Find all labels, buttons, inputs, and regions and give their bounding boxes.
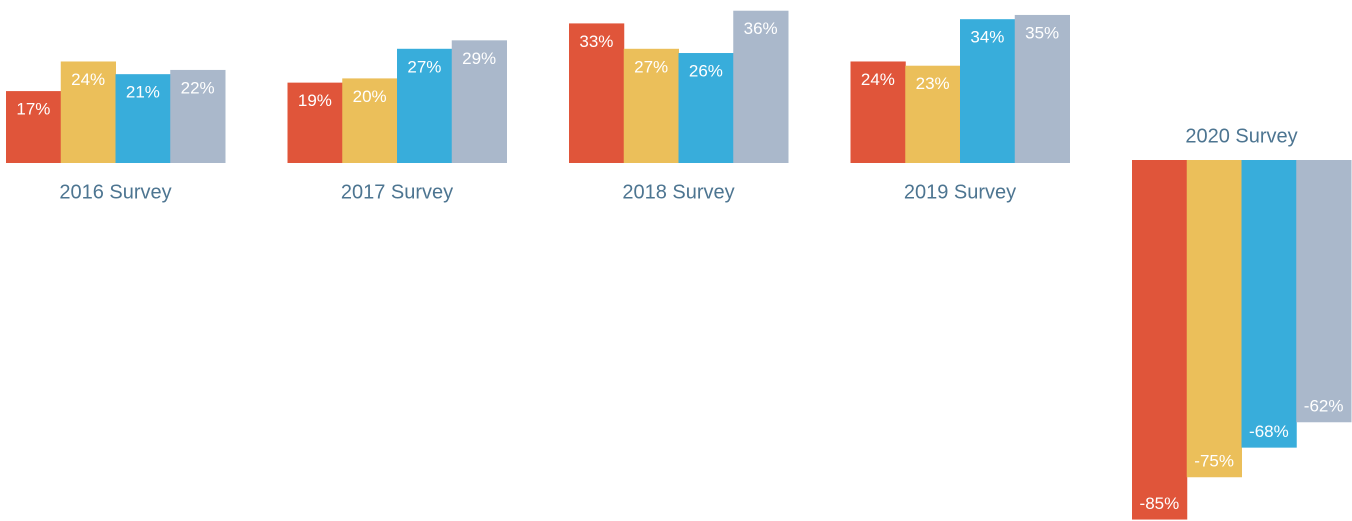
data-label: 27% [634,57,668,76]
bar [1296,160,1352,423]
bar [733,10,789,163]
bar [115,74,171,163]
category-label: 2016 Survey [59,181,171,203]
data-label: -85% [1140,494,1180,513]
category-label: 2019 Survey [904,181,1016,203]
data-label: 17% [16,100,50,119]
bar [342,78,398,163]
data-label: 36% [744,19,778,38]
data-label: 26% [689,62,723,81]
bar [1241,160,1297,448]
data-label: 19% [298,91,332,110]
bar [1132,160,1188,520]
bar [678,53,734,163]
data-label: 24% [71,70,105,89]
bar [287,82,343,163]
bar [170,69,226,163]
bar [451,40,507,163]
data-label: 24% [861,70,895,89]
data-label: 27% [407,57,441,76]
bar [569,23,625,163]
category-label: 2018 Survey [622,181,734,203]
bar [905,65,961,163]
data-label: 33% [579,32,613,51]
category-label: 2017 Survey [341,181,453,203]
bar [6,91,62,163]
bar [1014,14,1070,164]
data-label: -75% [1194,452,1234,471]
data-label: 35% [1025,23,1059,42]
data-label: -68% [1249,422,1289,441]
bar [1186,160,1242,478]
data-label: -62% [1304,397,1344,416]
bar [60,61,116,164]
data-label: 22% [181,78,215,97]
data-label: 20% [353,87,387,106]
bar [960,19,1016,164]
bar [850,61,906,164]
data-label: 34% [970,28,1004,47]
data-label: 29% [462,49,496,68]
category-label: 2020 Survey [1185,125,1297,147]
data-label: 21% [126,83,160,102]
bar [623,48,679,163]
bar [397,48,453,163]
data-label: 23% [916,74,950,93]
